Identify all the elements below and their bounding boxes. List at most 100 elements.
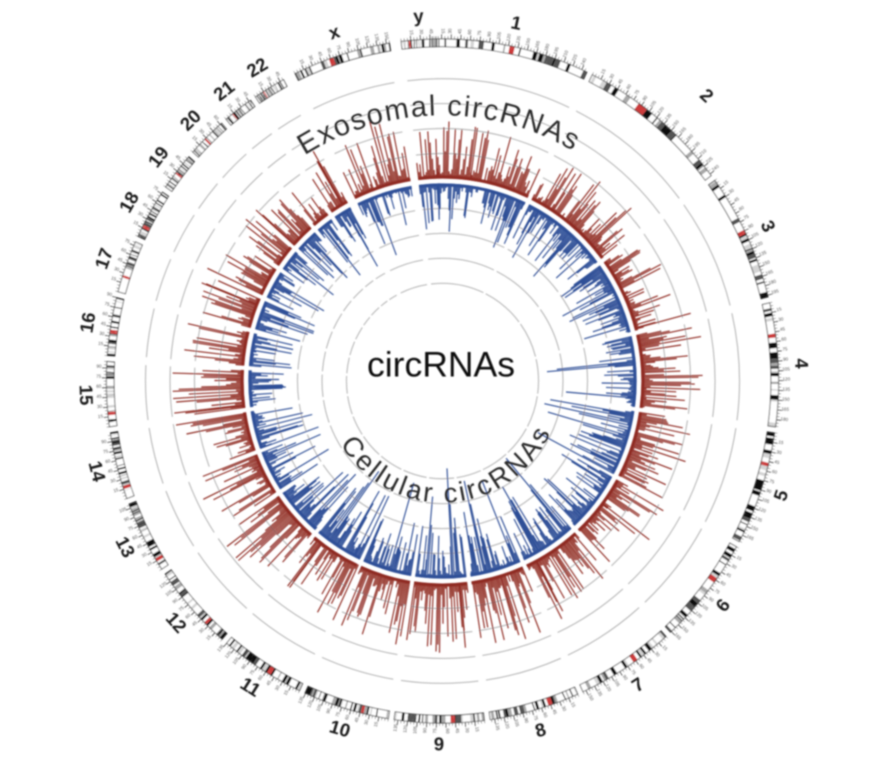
svg-text:75: 75 [335,711,341,718]
svg-text:60: 60 [781,336,787,342]
svg-text:30: 30 [99,331,105,337]
svg-text:45: 45 [455,728,460,734]
svg-text:15: 15 [722,179,729,186]
svg-text:90: 90 [747,222,754,229]
svg-text:75: 75 [533,715,539,722]
svg-text:30: 30 [363,719,369,726]
svg-text:15: 15 [132,219,139,226]
svg-text:180: 180 [543,43,550,52]
svg-text:120: 120 [224,650,233,659]
svg-text:75: 75 [769,478,776,484]
svg-text:165: 165 [678,126,687,135]
svg-text:45: 45 [142,202,149,209]
svg-text:45: 45 [205,121,212,128]
svg-text:30: 30 [198,627,205,634]
svg-text:45: 45 [733,196,740,203]
svg-text:15: 15 [76,384,98,405]
svg-text:105: 105 [315,703,323,712]
svg-text:30: 30 [168,162,175,169]
svg-text:210: 210 [562,49,570,58]
svg-text:60: 60 [771,469,778,475]
svg-text:30: 30 [234,96,241,103]
svg-text:75: 75 [178,605,185,612]
svg-text:165: 165 [673,632,682,641]
svg-text:75: 75 [335,44,341,51]
svg-text:90: 90 [523,717,529,724]
svg-text:120: 120 [504,720,510,729]
svg-text:75: 75 [633,88,640,95]
svg-text:150: 150 [782,396,790,401]
svg-text:165: 165 [781,406,790,412]
svg-text:105: 105 [232,656,241,665]
svg-text:90: 90 [345,41,351,48]
svg-text:30: 30 [141,551,148,558]
svg-text:45: 45 [646,657,653,664]
svg-text:75: 75 [96,374,102,379]
svg-text:135: 135 [754,515,763,523]
svg-text:165: 165 [765,269,774,276]
svg-text:60: 60 [344,714,350,721]
svg-text:75: 75 [152,185,159,192]
svg-text:90: 90 [240,663,247,670]
svg-text:105: 105 [649,99,658,108]
svg-text:30: 30 [465,727,470,733]
svg-text:y: y [413,5,425,27]
svg-text:45: 45 [725,572,732,579]
svg-text:75: 75 [249,668,256,675]
svg-text:15: 15 [736,555,743,562]
svg-text:15: 15 [600,68,607,75]
svg-text:150: 150 [525,37,532,46]
svg-text:45: 45 [265,679,272,686]
svg-text:15: 15 [474,726,480,732]
svg-text:180: 180 [685,133,694,142]
svg-text:120: 120 [402,724,408,733]
svg-text:75: 75 [743,213,750,220]
svg-text:75: 75 [124,238,131,245]
svg-text:60: 60 [257,674,264,681]
svg-text:135: 135 [515,35,522,44]
svg-text:105: 105 [514,719,521,728]
svg-text:150: 150 [671,119,680,128]
svg-text:105: 105 [782,366,790,371]
svg-text:30: 30 [778,316,784,322]
svg-text:30: 30 [114,266,121,272]
svg-text:15: 15 [226,102,233,109]
svg-text:90: 90 [641,94,648,101]
svg-text:45: 45 [552,709,559,716]
svg-text:75: 75 [103,448,109,454]
svg-text:45: 45 [242,91,249,98]
svg-text:105: 105 [412,725,418,733]
svg-text:45: 45 [96,394,102,399]
svg-text:30: 30 [137,210,144,217]
svg-text:135: 135 [216,643,225,652]
svg-text:45: 45 [429,29,434,35]
svg-text:15: 15 [191,135,198,142]
svg-text:45: 45 [107,468,114,474]
svg-text:210: 210 [698,148,707,157]
svg-text:120: 120 [694,610,703,619]
svg-text:240: 240 [580,57,588,66]
svg-text:16: 16 [76,311,100,335]
svg-text:4: 4 [791,358,812,370]
svg-text:90: 90 [783,356,789,361]
svg-text:30: 30 [654,651,661,658]
svg-text:135: 135 [687,618,696,627]
svg-text:60: 60 [132,534,139,541]
svg-text:195: 195 [771,288,780,295]
svg-text:60: 60 [719,580,726,587]
svg-text:90: 90 [708,596,715,603]
svg-text:90: 90 [171,597,178,604]
svg-text:105: 105 [354,37,361,46]
svg-text:15: 15 [98,414,104,420]
svg-text:15: 15 [373,721,379,727]
svg-text:45: 45 [174,154,181,161]
svg-text:105: 105 [700,603,709,612]
svg-text:15: 15 [113,487,120,493]
svg-text:15: 15 [661,644,668,651]
svg-text:90: 90 [325,707,332,714]
svg-text:45: 45 [317,51,324,58]
svg-text:105: 105 [613,678,621,688]
svg-text:75: 75 [782,346,788,351]
svg-text:105: 105 [761,497,770,504]
svg-text:135: 135 [664,112,673,121]
